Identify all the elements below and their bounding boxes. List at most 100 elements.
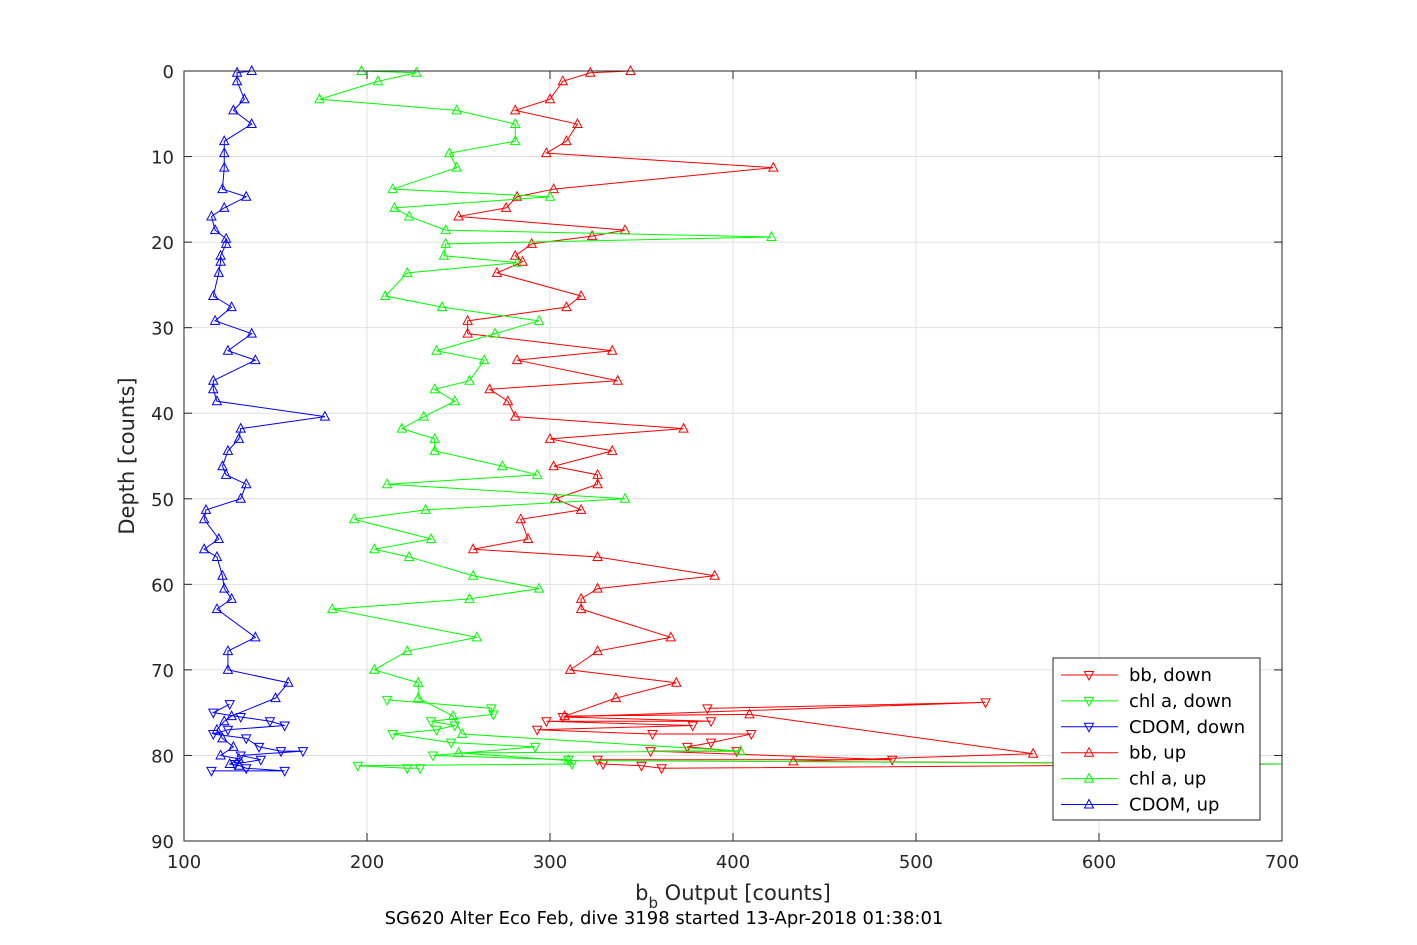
data-point xyxy=(246,64,258,75)
data-point xyxy=(575,592,587,603)
series-line xyxy=(458,70,1282,765)
data-point xyxy=(678,422,689,433)
data-point xyxy=(610,692,622,703)
x-axis-label: bb Output [counts] xyxy=(635,881,831,912)
data-point xyxy=(745,730,757,741)
data-point xyxy=(564,663,576,674)
data-point xyxy=(250,631,261,642)
data-point xyxy=(207,708,219,719)
data-point xyxy=(401,764,413,775)
data-point xyxy=(412,692,424,703)
data-point xyxy=(206,766,217,777)
data-point xyxy=(231,75,243,86)
x-axis-label-main: b xyxy=(635,881,648,905)
data-point xyxy=(356,64,367,75)
data-point xyxy=(372,75,384,86)
y-tick-label: 40 xyxy=(151,404,174,425)
data-point xyxy=(240,478,252,489)
data-point xyxy=(224,757,236,768)
data-point xyxy=(744,708,755,719)
data-point xyxy=(453,210,464,221)
data-point xyxy=(557,75,569,86)
data-point xyxy=(509,410,521,421)
data-point xyxy=(348,513,360,524)
data-point xyxy=(222,725,234,736)
data-point xyxy=(584,66,596,77)
series-layer xyxy=(198,64,1282,777)
data-point xyxy=(381,695,393,706)
data-point xyxy=(233,752,245,763)
data-point xyxy=(517,255,528,266)
data-point xyxy=(665,631,677,642)
data-point xyxy=(279,766,290,777)
data-point xyxy=(270,692,281,703)
y-tick-label: 60 xyxy=(151,575,174,596)
data-point xyxy=(213,532,225,543)
data-point xyxy=(451,161,463,172)
data-point xyxy=(412,676,424,687)
legend-entry: bb, up xyxy=(1061,743,1186,764)
data-point xyxy=(379,289,391,301)
data-point xyxy=(511,354,523,365)
data-point xyxy=(211,550,223,561)
data-point xyxy=(487,710,499,721)
series-line xyxy=(319,70,1282,765)
data-point xyxy=(264,717,276,728)
data-point xyxy=(619,492,631,503)
data-point xyxy=(222,344,234,355)
data-point xyxy=(235,492,247,503)
y-tick-label: 0 xyxy=(163,62,174,83)
y-tick-label: 80 xyxy=(151,746,174,767)
data-point xyxy=(240,764,252,775)
legend: bb, down chl a, down CDOM, down bb, up chl a… xyxy=(1052,657,1261,821)
series-chl-a-down xyxy=(352,695,578,775)
data-point xyxy=(222,444,234,455)
data-point xyxy=(592,478,603,489)
data-point xyxy=(467,569,479,580)
data-point xyxy=(226,710,237,721)
legend-marker xyxy=(1083,798,1095,809)
data-point xyxy=(709,569,721,580)
data-point xyxy=(429,432,441,443)
data-point xyxy=(656,764,667,775)
data-point xyxy=(705,717,717,728)
data-point xyxy=(253,742,265,753)
data-point xyxy=(1027,747,1039,758)
data-point xyxy=(541,147,552,158)
legend-label: chl a, up xyxy=(1129,769,1206,790)
data-point xyxy=(250,354,261,365)
data-point xyxy=(314,93,325,104)
data-point xyxy=(511,190,523,201)
data-point xyxy=(326,603,338,614)
series-cdom-up xyxy=(198,64,331,770)
data-point xyxy=(217,569,228,580)
data-point xyxy=(467,543,479,554)
data-point xyxy=(511,256,523,267)
data-point xyxy=(767,161,779,172)
data-point xyxy=(544,190,556,201)
series-line xyxy=(357,699,574,769)
data-point xyxy=(425,717,437,728)
data-point xyxy=(440,237,452,248)
data-point xyxy=(255,755,267,766)
y-tick-label: 50 xyxy=(151,490,174,511)
data-point xyxy=(431,344,442,355)
legend-label: bb, down xyxy=(1129,665,1212,686)
data-point xyxy=(431,725,442,736)
data-point xyxy=(209,314,221,325)
data-point xyxy=(282,676,294,687)
data-point xyxy=(702,704,713,715)
data-point xyxy=(670,676,682,687)
data-point xyxy=(207,289,219,301)
data-point xyxy=(509,249,521,260)
data-point xyxy=(572,117,583,129)
data-point xyxy=(734,745,746,756)
data-point xyxy=(198,543,210,554)
y-tick-label: 20 xyxy=(151,233,174,254)
legend-entry: bb, down xyxy=(1061,665,1212,686)
data-point xyxy=(592,582,603,593)
data-point xyxy=(522,532,534,543)
data-point xyxy=(559,710,570,721)
data-point xyxy=(436,301,448,312)
